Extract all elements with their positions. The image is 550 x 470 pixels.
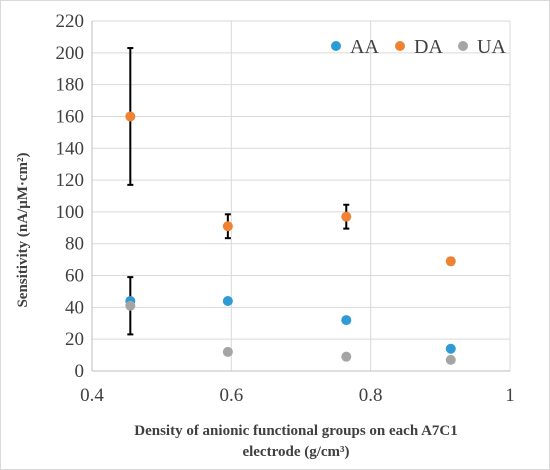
x-axis-title-line1: Density of anionic functional groups on … [134, 423, 458, 439]
y-tick-labels: 0 20 40 60 80 100 120 140 160 180 200 220 [56, 11, 85, 382]
legend-marker-da [395, 41, 405, 51]
x-axis-title-line2: electrode (g/cm³) [242, 444, 349, 460]
error-bars [127, 47, 454, 336]
y-axis-title: Sensitivity (nA/μM·cm²) [15, 152, 31, 307]
point-aa [341, 315, 352, 326]
point-da [125, 111, 136, 122]
x-tick-label: 0.6 [219, 385, 243, 406]
y-tick-label: 180 [56, 75, 85, 96]
y-tick-label: 100 [56, 202, 85, 223]
x-tick-label: 0.8 [359, 385, 383, 406]
point-ua [341, 351, 352, 362]
data-points [125, 111, 456, 365]
y-tick-label: 220 [56, 11, 85, 32]
y-tick-label: 20 [65, 329, 84, 350]
legend-label-ua: UA [477, 36, 506, 58]
point-ua [445, 354, 456, 365]
legend-label-da: DA [414, 36, 443, 58]
y-tick-label: 200 [56, 43, 85, 64]
y-tick-label: 0 [75, 361, 85, 382]
y-tick-label: 60 [65, 266, 84, 287]
grid-lines [92, 20, 511, 371]
legend-marker-ua [458, 41, 468, 51]
y-tick-label: 80 [65, 234, 84, 255]
x-tick-label: 0.4 [80, 385, 104, 406]
y-tick-label: 40 [65, 297, 84, 318]
x-tick-label: 1 [505, 385, 515, 406]
point-ua [125, 300, 136, 311]
point-da [341, 211, 352, 222]
legend: AA DA UA [331, 36, 506, 58]
y-tick-label: 160 [56, 106, 85, 127]
point-da [222, 221, 233, 232]
y-tick-label: 140 [56, 138, 85, 159]
point-aa [445, 343, 456, 354]
x-tick-labels: 0.4 0.6 0.8 1 [80, 385, 515, 406]
point-da [445, 256, 456, 267]
legend-label-aa: AA [350, 36, 379, 58]
y-tick-label: 120 [56, 170, 85, 191]
axes [91, 21, 510, 372]
point-ua [222, 346, 233, 357]
point-aa [222, 296, 233, 306]
legend-marker-aa [331, 41, 341, 51]
